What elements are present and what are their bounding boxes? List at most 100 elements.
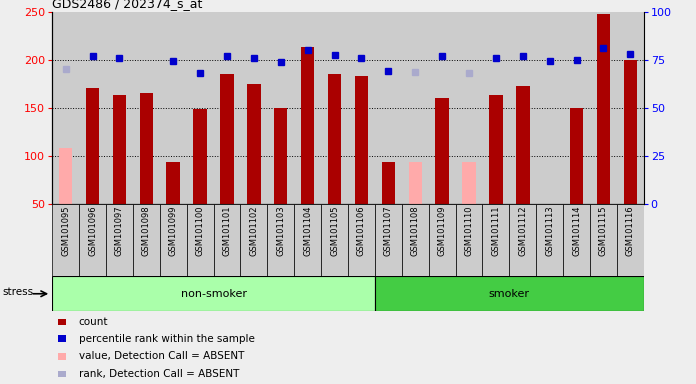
Bar	[52, 12, 79, 204]
Text: smoker: smoker	[489, 289, 530, 299]
Bar	[187, 204, 214, 276]
Bar	[536, 204, 563, 276]
Text: count: count	[79, 317, 109, 327]
Bar	[133, 204, 160, 276]
Bar	[214, 12, 240, 204]
Bar	[160, 12, 187, 204]
Bar	[563, 12, 590, 204]
Bar	[617, 12, 644, 204]
Bar	[86, 88, 100, 204]
Text: GSM101111: GSM101111	[491, 206, 500, 256]
Text: stress: stress	[3, 287, 33, 297]
Text: GSM101108: GSM101108	[411, 206, 420, 257]
Bar	[563, 204, 590, 276]
Bar	[482, 204, 509, 276]
Bar	[321, 12, 348, 204]
Bar	[113, 95, 126, 204]
Text: GSM101112: GSM101112	[519, 206, 528, 256]
Text: GDS2486 / 202374_s_at: GDS2486 / 202374_s_at	[52, 0, 203, 10]
Text: GSM101100: GSM101100	[196, 206, 205, 256]
Bar	[381, 162, 395, 204]
Bar	[193, 109, 207, 204]
Text: GSM101105: GSM101105	[330, 206, 339, 256]
Bar	[375, 204, 402, 276]
Bar	[294, 12, 321, 204]
Bar	[624, 60, 637, 204]
Bar	[509, 12, 536, 204]
Bar	[348, 12, 375, 204]
Text: GSM101096: GSM101096	[88, 206, 97, 257]
Text: GSM101097: GSM101097	[115, 206, 124, 257]
Text: GSM101099: GSM101099	[168, 206, 177, 256]
Bar	[220, 74, 234, 204]
Text: value, Detection Call = ABSENT: value, Detection Call = ABSENT	[79, 351, 244, 361]
Bar	[596, 14, 610, 204]
Bar	[536, 12, 563, 204]
Bar	[509, 204, 536, 276]
Bar	[375, 276, 644, 311]
Bar	[160, 204, 187, 276]
Bar	[516, 86, 530, 204]
Bar	[402, 204, 429, 276]
Bar	[617, 204, 644, 276]
Bar	[79, 204, 106, 276]
Bar	[348, 204, 375, 276]
Bar	[489, 95, 503, 204]
Bar	[375, 12, 402, 204]
Text: GSM101113: GSM101113	[545, 206, 554, 257]
Bar	[355, 76, 368, 204]
Text: GSM101104: GSM101104	[303, 206, 313, 256]
Bar	[52, 204, 79, 276]
Bar	[590, 204, 617, 276]
Text: GSM101106: GSM101106	[357, 206, 366, 257]
Bar	[482, 12, 509, 204]
Bar	[140, 93, 153, 204]
Bar	[79, 12, 106, 204]
Bar	[58, 353, 66, 359]
Bar	[58, 371, 66, 377]
Bar	[214, 204, 240, 276]
Text: GSM101110: GSM101110	[464, 206, 473, 256]
Bar	[106, 12, 133, 204]
Bar	[294, 204, 321, 276]
Bar	[274, 108, 287, 204]
Text: percentile rank within the sample: percentile rank within the sample	[79, 334, 255, 344]
Bar	[402, 12, 429, 204]
Bar	[187, 12, 214, 204]
Bar	[52, 276, 375, 311]
Text: GSM101098: GSM101098	[142, 206, 151, 257]
Text: rank, Detection Call = ABSENT: rank, Detection Call = ABSENT	[79, 369, 239, 379]
Bar	[247, 84, 260, 204]
Text: non-smoker: non-smoker	[180, 289, 246, 299]
Text: GSM101101: GSM101101	[223, 206, 232, 256]
Bar	[240, 204, 267, 276]
Bar	[59, 148, 72, 204]
Bar	[409, 162, 422, 204]
Text: GSM101103: GSM101103	[276, 206, 285, 257]
Text: GSM101102: GSM101102	[249, 206, 258, 256]
Text: GSM101095: GSM101095	[61, 206, 70, 256]
Text: GSM101116: GSM101116	[626, 206, 635, 257]
Bar	[328, 74, 341, 204]
Bar	[267, 204, 294, 276]
Bar	[240, 12, 267, 204]
Text: GSM101114: GSM101114	[572, 206, 581, 256]
Bar	[301, 47, 315, 204]
Bar	[321, 204, 348, 276]
Bar	[462, 162, 476, 204]
Bar	[456, 12, 482, 204]
Bar	[456, 204, 482, 276]
Bar	[267, 12, 294, 204]
Text: GSM101115: GSM101115	[599, 206, 608, 256]
Bar	[106, 204, 133, 276]
Bar	[429, 204, 456, 276]
Bar	[429, 12, 456, 204]
Bar	[58, 336, 66, 342]
Bar	[590, 12, 617, 204]
Bar	[436, 98, 449, 204]
Bar	[58, 319, 66, 325]
Bar	[570, 108, 583, 204]
Text: GSM101109: GSM101109	[438, 206, 447, 256]
Bar	[133, 12, 160, 204]
Text: GSM101107: GSM101107	[383, 206, 393, 257]
